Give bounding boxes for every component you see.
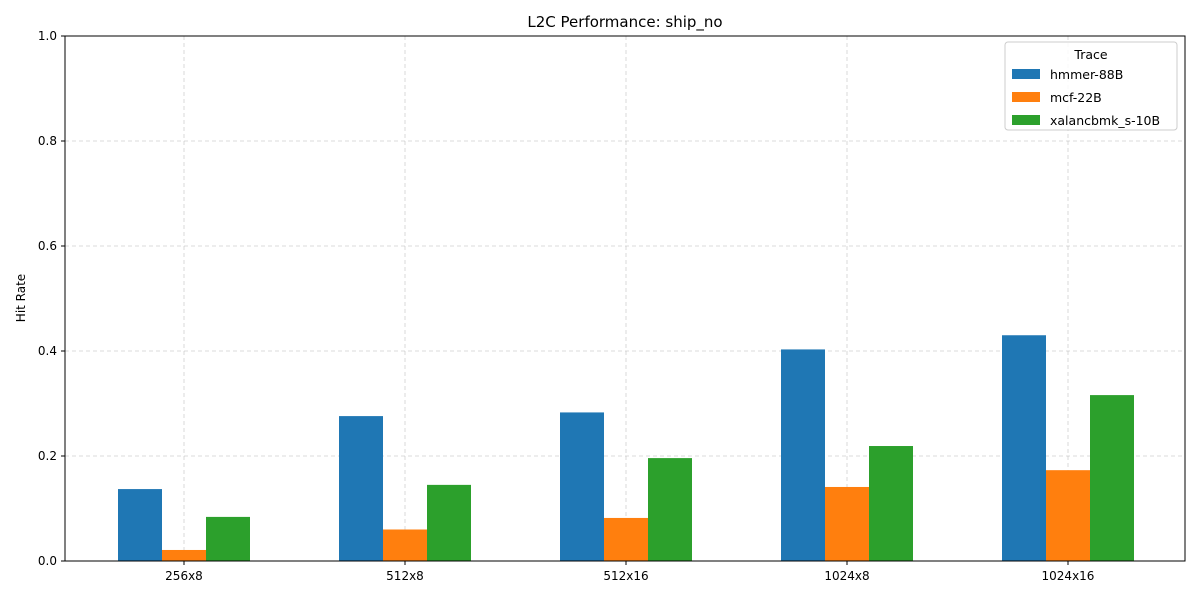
legend-title: Trace [1073, 47, 1107, 62]
bar-xalancbmk_s-10B-1024x16 [1090, 395, 1134, 561]
bar-xalancbmk_s-10B-512x16 [648, 458, 692, 561]
legend-swatch [1012, 115, 1040, 125]
x-tick-label: 1024x16 [1042, 569, 1095, 583]
bar-hmmer-88B-512x8 [339, 416, 383, 561]
legend-swatch [1012, 92, 1040, 102]
y-axis: 0.0 0.2 0.4 0.6 0.8 1.0 [38, 29, 65, 568]
bar-mcf-22B-512x16 [604, 517, 648, 561]
bar-mcf-22B-256x8 [162, 549, 206, 561]
bar-hmmer-88B-512x16 [560, 412, 604, 561]
bar-hmmer-88B-256x8 [118, 489, 162, 561]
legend-box [1004, 41, 1178, 131]
bar-hmmer-88B-1024x8 [781, 349, 825, 561]
legend-label: xalancbmk_s-10B [1050, 113, 1160, 128]
bar-mcf-22B-512x8 [383, 529, 427, 561]
bar-hmmer-88B-1024x16 [1002, 335, 1046, 561]
y-tick-label: 0.8 [38, 134, 57, 148]
x-tick-label: 512x8 [386, 569, 424, 583]
chart-title: L2C Performance: ship_no [527, 13, 722, 32]
y-axis-label: Hit Rate [14, 274, 28, 322]
y-tick-label: 0.6 [38, 239, 57, 253]
bar-mcf-22B-1024x8 [825, 486, 869, 561]
x-tick-label: 256x8 [165, 569, 203, 583]
bar-xalancbmk_s-10B-512x8 [427, 484, 471, 561]
x-tick-label: 512x16 [603, 569, 648, 583]
bars [118, 335, 1134, 561]
bar-xalancbmk_s-10B-1024x8 [869, 446, 913, 561]
x-tick-label: 1024x8 [824, 569, 869, 583]
y-tick-label: 0.2 [38, 449, 57, 463]
legend-swatch [1012, 69, 1040, 79]
legend-label: hmmer-88B [1050, 67, 1123, 82]
bar-xalancbmk_s-10B-256x8 [206, 516, 250, 561]
x-axis: 256x8 512x8 512x16 1024x8 1024x16 [165, 561, 1094, 583]
y-tick-label: 0.4 [38, 344, 57, 358]
plot-frame [64, 35, 1186, 562]
legend: Trace hmmer-88B mcf-22B xalancbmk_s-10B [1004, 41, 1178, 131]
y-tick-label: 1.0 [38, 29, 57, 43]
legend-label: mcf-22B [1050, 90, 1102, 105]
y-tick-label: 0.0 [38, 554, 57, 568]
bar-mcf-22B-1024x16 [1046, 470, 1090, 561]
